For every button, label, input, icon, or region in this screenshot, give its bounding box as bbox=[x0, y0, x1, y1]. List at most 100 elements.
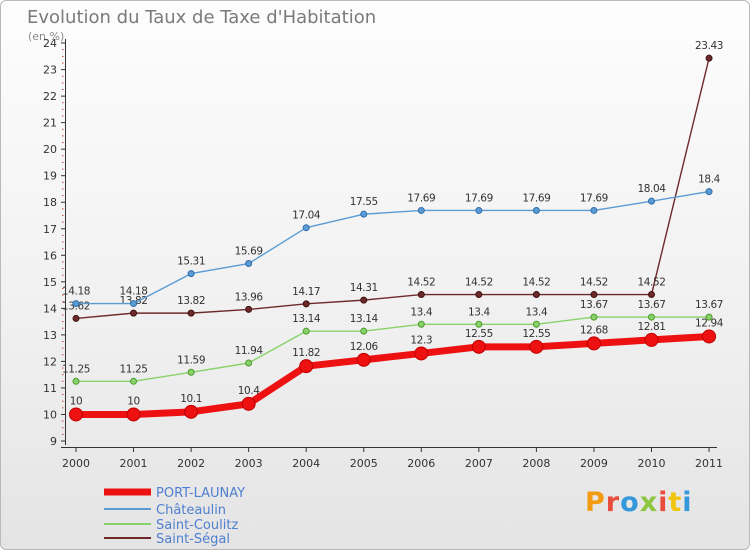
data-label: 14.52 bbox=[522, 277, 550, 289]
data-label: 12.94 bbox=[695, 317, 724, 329]
logo-letter: o bbox=[620, 487, 640, 518]
data-point bbox=[475, 206, 483, 214]
data-point bbox=[644, 332, 659, 347]
data-point bbox=[590, 206, 598, 214]
data-label: 13.4 bbox=[468, 306, 490, 318]
x-tick-label: 2005 bbox=[350, 457, 378, 470]
y-tick-label: 23 bbox=[43, 64, 57, 77]
data-point bbox=[586, 336, 601, 351]
data-point bbox=[356, 352, 371, 367]
series-line bbox=[75, 57, 710, 320]
data-point bbox=[130, 377, 138, 385]
data-point bbox=[187, 309, 195, 317]
y-tick-label: 22 bbox=[43, 90, 57, 103]
data-point bbox=[360, 210, 368, 218]
logo-letter: r bbox=[605, 487, 621, 518]
data-point bbox=[72, 300, 80, 308]
y-tick-label: 15 bbox=[43, 276, 57, 289]
chart-title: Evolution du Taux de Taxe d'Habitation bbox=[27, 7, 377, 28]
x-tick-label: 2011 bbox=[695, 457, 723, 470]
data-label: 14.31 bbox=[350, 282, 378, 294]
y-tick-label: 14 bbox=[43, 302, 57, 315]
data-point bbox=[126, 407, 141, 422]
x-tick-label: 2008 bbox=[522, 457, 550, 470]
data-point bbox=[241, 396, 256, 411]
legend-label: Saint-Ségal bbox=[156, 532, 230, 547]
data-label: 18.04 bbox=[637, 183, 666, 195]
data-point bbox=[414, 346, 429, 361]
data-point bbox=[69, 407, 83, 422]
data-point bbox=[360, 327, 368, 335]
data-label: 14.17 bbox=[292, 286, 320, 298]
data-point bbox=[245, 359, 253, 367]
data-label: 18.4 bbox=[698, 174, 720, 186]
x-tick-label: 2003 bbox=[235, 457, 263, 470]
data-point bbox=[529, 339, 544, 354]
legend-label: Châteaulin bbox=[156, 503, 226, 518]
data-point bbox=[532, 206, 540, 214]
data-label: 17.69 bbox=[465, 192, 493, 204]
x-tick-label: 2004 bbox=[292, 457, 320, 470]
x-tick-label: 2009 bbox=[580, 457, 608, 470]
y-tick-label: 16 bbox=[43, 249, 57, 262]
data-label: 13.67 bbox=[637, 299, 665, 311]
data-label: 17.55 bbox=[350, 196, 378, 208]
logo-letter: i bbox=[658, 487, 669, 518]
data-point bbox=[187, 270, 195, 278]
y-tick-label: 24 bbox=[43, 37, 57, 50]
data-label: 11.25 bbox=[62, 363, 90, 375]
data-label: 13.96 bbox=[235, 291, 264, 303]
y-tick-label: 21 bbox=[43, 117, 57, 130]
data-label: 17.69 bbox=[407, 192, 435, 204]
y-tick-label: 9 bbox=[50, 435, 57, 448]
data-label: 17.69 bbox=[580, 192, 608, 204]
data-point bbox=[590, 291, 598, 299]
x-tick-label: 2001 bbox=[120, 457, 148, 470]
logo-letter: P bbox=[585, 487, 606, 518]
data-label: 17.04 bbox=[292, 210, 321, 222]
data-label: 12.68 bbox=[580, 324, 608, 336]
data-point bbox=[130, 309, 138, 317]
data-point bbox=[302, 327, 310, 335]
data-label: 13.14 bbox=[292, 313, 321, 325]
data-label: 14.52 bbox=[580, 277, 608, 289]
data-label: 13.4 bbox=[526, 306, 548, 318]
data-label: 14.52 bbox=[465, 277, 493, 289]
data-point bbox=[72, 377, 80, 385]
data-label: 10 bbox=[70, 395, 83, 407]
data-point bbox=[532, 320, 540, 328]
data-label: 11.59 bbox=[177, 354, 205, 366]
data-label: 13.82 bbox=[177, 295, 205, 307]
series-ch-teaulin: 14.18 14.18 15.31 15.69 17.04 17.55 17.69 17.69… bbox=[62, 174, 721, 308]
y-tick-label: 17 bbox=[43, 223, 57, 236]
chart-unit-label: (en %) bbox=[28, 30, 65, 43]
data-label: 15.31 bbox=[177, 256, 205, 268]
data-label: 14.52 bbox=[637, 277, 665, 289]
data-label: 13.67 bbox=[580, 299, 608, 311]
data-point bbox=[360, 296, 368, 304]
series-saint-s-gal: 13.6213.8213.8213.9614.1714.3114.5214.52… bbox=[62, 40, 723, 322]
data-label: 14.52 bbox=[407, 277, 435, 289]
data-label: 13.4 bbox=[410, 306, 432, 318]
x-tick-label: 2000 bbox=[62, 457, 90, 470]
data-point bbox=[184, 404, 199, 419]
y-tick-label: 19 bbox=[43, 170, 57, 183]
data-label: 10.1 bbox=[180, 393, 202, 405]
y-tick-label: 11 bbox=[43, 382, 57, 395]
y-tick-label: 18 bbox=[43, 196, 57, 209]
series-saint-coulitz: 11.25 11.25 11.59 11.94 13.14 13.14 13.4 13.4 13… bbox=[62, 299, 723, 385]
legend-label: Saint-Coulitz bbox=[156, 518, 238, 533]
logo-letter: x bbox=[639, 487, 659, 518]
data-label: 12.3 bbox=[410, 334, 432, 346]
data-point bbox=[302, 300, 310, 308]
data-point bbox=[245, 305, 253, 313]
data-point bbox=[590, 313, 598, 321]
legend-label: PORT-LAUNAY bbox=[156, 486, 245, 501]
data-point bbox=[417, 291, 425, 299]
logo-letter: t bbox=[668, 487, 683, 518]
data-point bbox=[648, 313, 655, 321]
data-label: 14.18 bbox=[62, 286, 90, 298]
data-point bbox=[705, 54, 713, 62]
data-label: 12.55 bbox=[522, 328, 550, 340]
